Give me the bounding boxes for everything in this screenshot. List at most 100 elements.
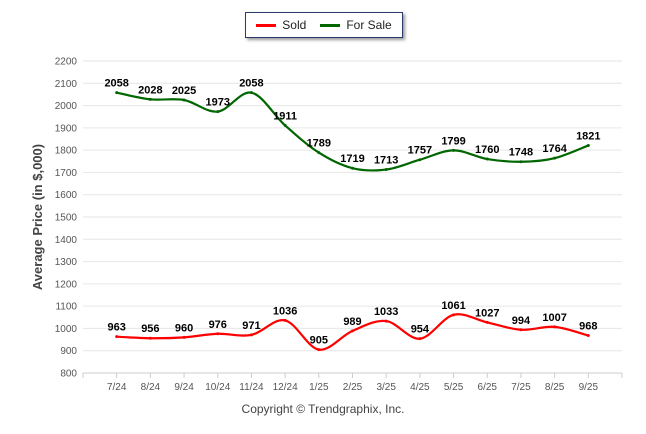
data-point-sold [586,334,590,338]
x-tick-label: 8/24 [141,382,161,393]
data-point-for-sale [485,157,489,161]
data-point-sold [317,348,321,352]
data-point-for-sale [452,148,456,152]
data-point-for-sale [148,97,152,101]
data-label-sold: 1061 [441,300,465,312]
data-label-for-sale: 1713 [374,155,398,167]
data-label-sold: 963 [108,322,126,334]
data-point-for-sale [182,98,186,102]
data-point-for-sale [283,123,287,127]
data-point-for-sale [553,156,557,160]
data-point-for-sale [384,168,388,172]
x-tick-label: 8/25 [545,382,565,393]
y-tick-label: 1900 [55,123,78,134]
data-point-sold [148,336,152,340]
legend-label-sold: Sold [282,18,307,32]
data-point-for-sale [519,160,523,164]
y-tick-label: 1600 [55,190,78,201]
y-tick-label: 2000 [55,101,78,112]
data-label-sold: 976 [209,319,227,331]
y-tick-label: 1800 [55,146,78,157]
x-tick-label: 3/25 [376,382,396,393]
data-label-for-sale: 1911 [273,110,297,122]
data-label-sold: 1007 [542,312,566,324]
data-label-for-sale: 2058 [104,78,128,90]
y-tick-label: 1200 [55,279,78,290]
data-point-sold [519,328,523,332]
data-label-sold: 968 [579,321,597,333]
data-label-for-sale: 1764 [542,143,567,155]
data-point-for-sale [249,91,253,95]
data-label-sold: 1033 [374,306,398,318]
x-tick-label: 4/25 [410,382,430,393]
legend: Sold For Sale [245,12,403,38]
y-tick-label: 1500 [55,213,78,224]
y-tick-label: 2100 [55,79,78,90]
data-label-sold: 954 [411,324,430,336]
legend-item-for-sale[interactable]: For Sale [320,18,392,32]
x-tick-label: 12/24 [273,382,298,393]
data-label-sold: 989 [343,316,361,328]
data-point-sold [115,335,119,339]
data-label-for-sale: 1789 [307,138,331,150]
data-label-for-sale: 2025 [172,85,196,97]
data-point-sold [249,333,253,337]
x-tick-label: 1/25 [309,382,329,393]
data-label-for-sale: 1973 [206,97,230,109]
x-tick-label: 9/24 [174,382,194,393]
data-label-for-sale: 1757 [408,145,432,157]
x-tick-label: 6/25 [478,382,498,393]
y-axis-title: Average Price (in $,000) [30,144,45,290]
y-tick-label: 900 [60,346,77,357]
x-tick-label: 2/25 [343,382,363,393]
data-point-sold [351,329,354,333]
x-tick-label: 10/24 [205,382,230,393]
data-point-sold [216,332,220,336]
legend-item-sold[interactable]: Sold [256,18,306,32]
data-label-for-sale: 1748 [509,147,533,159]
data-label-sold: 971 [242,320,260,332]
y-tick-label: 1000 [55,324,78,335]
data-label-for-sale: 1821 [576,130,600,142]
y-tick-label: 1100 [55,302,77,313]
data-point-for-sale [351,166,354,170]
data-label-for-sale: 1760 [475,144,499,156]
data-point-sold [283,318,287,322]
data-point-sold [384,319,388,323]
data-label-sold: 956 [141,323,159,335]
x-tick-label: 9/25 [579,382,599,393]
data-label-sold: 994 [512,315,531,327]
data-label-sold: 905 [310,335,328,347]
data-label-for-sale: 2058 [239,78,263,90]
x-tick-label: 5/25 [444,382,464,393]
data-label-sold: 1027 [475,307,499,319]
x-tick-label: 7/25 [511,382,531,393]
y-tick-label: 1700 [55,168,78,179]
data-point-for-sale [115,91,119,95]
data-point-sold [418,337,422,341]
legend-swatch-sold [256,23,277,27]
legend-label-for-sale: For Sale [346,18,392,32]
data-label-sold: 960 [175,322,193,334]
data-point-sold [452,313,456,317]
y-tick-label: 800 [60,369,77,380]
y-tick-label: 2200 [55,57,78,68]
data-point-for-sale [418,158,422,162]
y-tick-label: 1400 [55,235,78,246]
data-point-sold [553,325,557,329]
data-label-for-sale: 1719 [340,153,364,165]
data-point-for-sale [317,151,321,155]
x-tick-label: 7/24 [107,382,127,393]
y-tick-label: 1300 [55,257,78,268]
data-point-for-sale [586,143,590,147]
data-label-for-sale: 1799 [441,135,465,147]
data-point-sold [182,335,186,339]
data-label-for-sale: 2028 [138,84,162,96]
data-label-sold: 1036 [273,305,297,317]
legend-swatch-for-sale [320,23,341,27]
copyright: Copyright © Trendgraphix, Inc. [241,402,405,416]
data-point-for-sale [216,110,220,114]
data-point-sold [485,320,489,324]
x-tick-label: 11/24 [239,382,264,393]
